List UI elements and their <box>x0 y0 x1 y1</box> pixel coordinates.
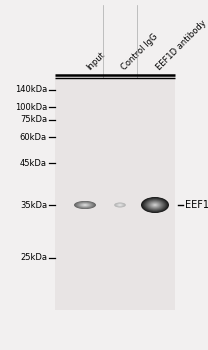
Ellipse shape <box>117 204 123 206</box>
Ellipse shape <box>81 203 89 206</box>
Text: Control IgG: Control IgG <box>120 32 160 72</box>
Text: 25kDa: 25kDa <box>20 253 47 262</box>
Ellipse shape <box>78 203 92 208</box>
Ellipse shape <box>84 204 87 205</box>
Ellipse shape <box>118 204 122 206</box>
Text: 140kDa: 140kDa <box>15 85 47 94</box>
Ellipse shape <box>81 204 89 206</box>
Text: EEF1D antibody: EEF1D antibody <box>155 19 208 72</box>
Ellipse shape <box>117 204 123 206</box>
Ellipse shape <box>149 202 161 208</box>
Ellipse shape <box>116 203 124 207</box>
Ellipse shape <box>152 203 158 206</box>
Ellipse shape <box>118 204 122 206</box>
Ellipse shape <box>153 204 157 206</box>
Ellipse shape <box>147 200 163 210</box>
Ellipse shape <box>146 199 164 210</box>
Ellipse shape <box>76 202 94 209</box>
Ellipse shape <box>119 204 121 205</box>
Text: 35kDa: 35kDa <box>20 201 47 210</box>
Ellipse shape <box>142 197 168 212</box>
Ellipse shape <box>118 204 122 206</box>
Ellipse shape <box>149 201 162 209</box>
Ellipse shape <box>154 204 156 205</box>
Ellipse shape <box>77 202 93 208</box>
Text: EEF1D: EEF1D <box>185 200 208 210</box>
Ellipse shape <box>78 202 92 208</box>
Ellipse shape <box>115 203 125 207</box>
Ellipse shape <box>116 203 124 206</box>
Ellipse shape <box>114 203 126 207</box>
Ellipse shape <box>82 204 88 206</box>
Ellipse shape <box>144 198 166 211</box>
Ellipse shape <box>150 202 160 208</box>
Ellipse shape <box>74 201 96 209</box>
Text: 45kDa: 45kDa <box>20 159 47 168</box>
Ellipse shape <box>116 203 124 206</box>
Text: 60kDa: 60kDa <box>20 133 47 141</box>
Ellipse shape <box>115 203 125 207</box>
Ellipse shape <box>79 203 91 207</box>
Ellipse shape <box>141 197 169 213</box>
Ellipse shape <box>143 198 167 212</box>
Ellipse shape <box>145 199 165 211</box>
Ellipse shape <box>80 203 90 207</box>
Text: 75kDa: 75kDa <box>20 116 47 125</box>
Ellipse shape <box>76 202 94 208</box>
Ellipse shape <box>147 201 162 209</box>
Bar <box>55 75 175 310</box>
Ellipse shape <box>83 204 87 206</box>
Ellipse shape <box>151 203 159 207</box>
Ellipse shape <box>114 203 126 208</box>
Ellipse shape <box>75 201 95 209</box>
Text: 100kDa: 100kDa <box>15 103 47 112</box>
Text: Input: Input <box>85 50 107 72</box>
